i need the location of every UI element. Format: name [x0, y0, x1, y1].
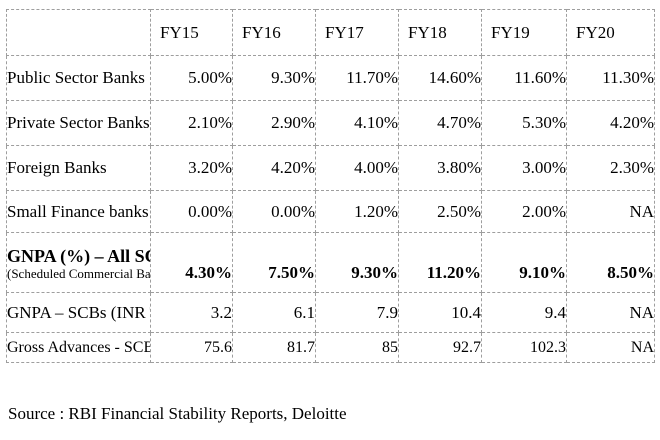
header-fy15: FY15 [150, 9, 233, 56]
row-label: Foreign Banks [6, 145, 151, 191]
cell-value: 0.00% [150, 190, 233, 233]
cell-value: 1.20% [315, 190, 399, 233]
cell-value: 4.30% [150, 232, 233, 293]
cell-value: 85 [315, 332, 399, 363]
cell-value: 9.4 [481, 292, 567, 333]
cell-value: 10.4 [398, 292, 482, 333]
cell-value: NA [566, 332, 655, 363]
table-row-foreign-banks: Foreign Banks 3.20% 4.20% 4.00% 3.80% 3.… [6, 145, 655, 191]
cell-value: 75.6 [150, 332, 233, 363]
cell-value: 4.20% [232, 145, 316, 191]
table-row-gnpa-scbs-inr-tn: GNPA – SCBs (INR TN) 3.2 6.1 7.9 10.4 9.… [6, 292, 655, 333]
cell-value: 3.20% [150, 145, 233, 191]
row-label: Small Finance banks [6, 190, 151, 233]
table-row-private-sector-banks: Private Sector Banks 2.10% 2.90% 4.10% 4… [6, 100, 655, 146]
gnpa-table: FY15 FY16 FY17 FY18 FY19 FY20 Public Sec… [6, 9, 655, 363]
cell-value: 5.00% [150, 55, 233, 101]
header-fy18: FY18 [398, 9, 482, 56]
cell-value: 14.60% [398, 55, 482, 101]
cell-value: 3.00% [481, 145, 567, 191]
cell-value: 2.90% [232, 100, 316, 146]
table-row-gross-advances-scbs: Gross Advances - SCBs 75.6 81.7 85 92.7 … [6, 332, 655, 363]
cell-value: 11.70% [315, 55, 399, 101]
row-label-main: GNPA (%) – All SCBs [7, 245, 150, 266]
cell-value: 11.60% [481, 55, 567, 101]
header-empty-cell [6, 9, 151, 56]
table-row-public-sector-banks: Public Sector Banks 5.00% 9.30% 11.70% 1… [6, 55, 655, 101]
table-row-small-finance-banks: Small Finance banks 0.00% 0.00% 1.20% 2.… [6, 190, 655, 233]
row-label: GNPA (%) – All SCBs (Scheduled Commercia… [6, 232, 151, 293]
cell-value: 6.1 [232, 292, 316, 333]
cell-value: 4.00% [315, 145, 399, 191]
cell-value: 4.10% [315, 100, 399, 146]
cell-value: 5.30% [481, 100, 567, 146]
cell-value: NA [566, 190, 655, 233]
row-label-sub: (Scheduled Commercial Bank) [7, 265, 151, 281]
cell-value: 7.50% [232, 232, 316, 293]
row-label: GNPA – SCBs (INR TN) [6, 292, 151, 333]
header-fy16: FY16 [232, 9, 316, 56]
cell-value: 11.30% [566, 55, 655, 101]
cell-value: 4.20% [566, 100, 655, 146]
cell-value: 3.2 [150, 292, 233, 333]
cell-value: 92.7 [398, 332, 482, 363]
header-fy17: FY17 [315, 9, 399, 56]
cell-value: 0.00% [232, 190, 316, 233]
cell-value: 2.10% [150, 100, 233, 146]
cell-value: 2.00% [481, 190, 567, 233]
cell-value: 3.80% [398, 145, 482, 191]
header-fy19: FY19 [481, 9, 567, 56]
cell-value: 9.30% [232, 55, 316, 101]
cell-value: 2.50% [398, 190, 482, 233]
source-note: Source : RBI Financial Stability Reports… [8, 404, 347, 423]
header-fy20: FY20 [566, 9, 655, 56]
cell-value: 4.70% [398, 100, 482, 146]
cell-value: 7.9 [315, 292, 399, 333]
cell-value: 11.20% [398, 232, 482, 293]
cell-value: NA [566, 292, 655, 333]
row-label: Gross Advances - SCBs [6, 332, 151, 363]
cell-value: 81.7 [232, 332, 316, 363]
cell-value: 9.10% [481, 232, 567, 293]
cell-value: 2.30% [566, 145, 655, 191]
row-label: Public Sector Banks [6, 55, 151, 101]
table-row-gnpa-all-scbs: GNPA (%) – All SCBs (Scheduled Commercia… [6, 232, 655, 293]
row-label: Private Sector Banks [6, 100, 151, 146]
cell-value: 8.50% [566, 232, 655, 293]
cell-value: 102.3 [481, 332, 567, 363]
cell-value: 9.30% [315, 232, 399, 293]
table-header-row: FY15 FY16 FY17 FY18 FY19 FY20 [6, 9, 655, 56]
